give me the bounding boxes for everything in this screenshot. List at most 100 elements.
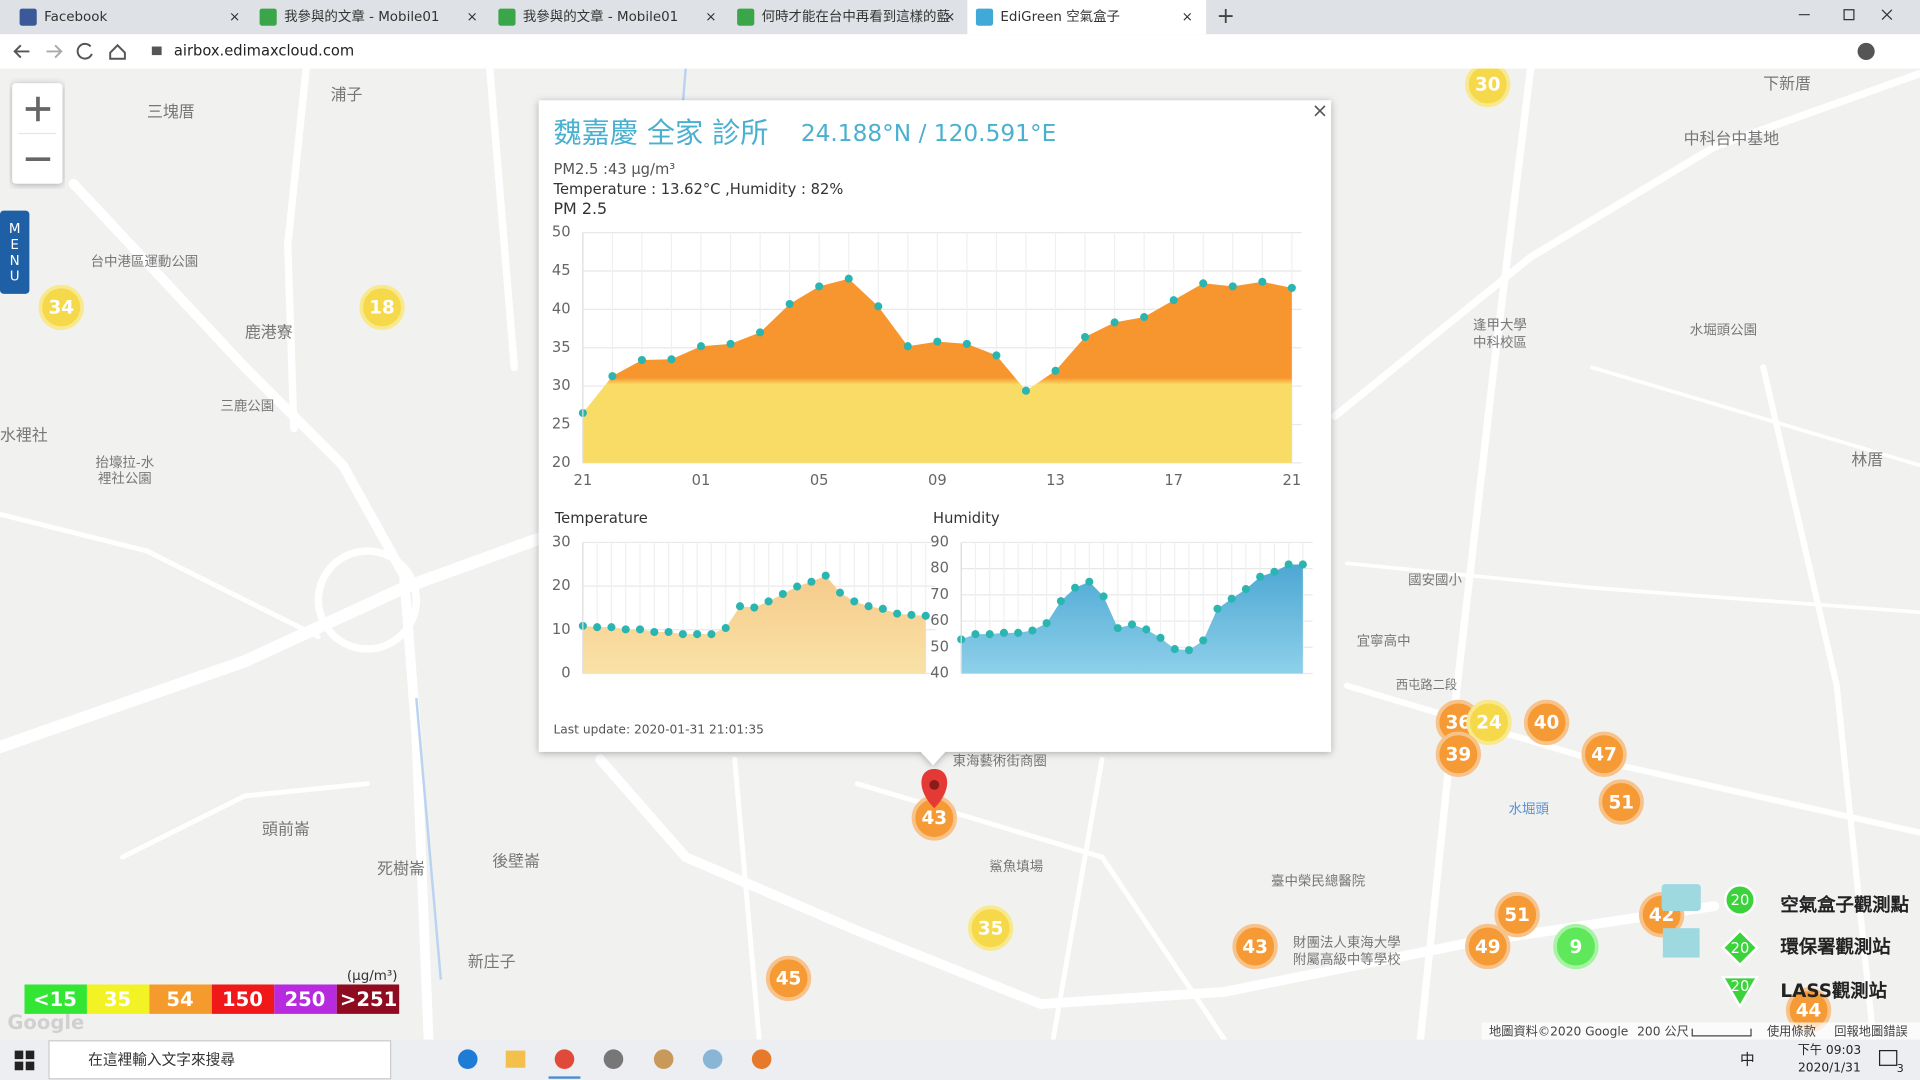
point <box>607 623 616 632</box>
point <box>1113 624 1122 633</box>
favicon <box>737 8 755 26</box>
marker-value: 51 <box>1504 905 1530 926</box>
marker-value: 35 <box>978 918 1004 939</box>
tab-title[interactable]: Facebook <box>44 10 107 25</box>
marker[interactable]: 34 <box>38 284 84 331</box>
point <box>664 627 673 637</box>
forward[interactable] <box>46 44 63 59</box>
y-tick-label: 50 <box>552 224 571 241</box>
scale-label: 35 <box>104 988 131 1011</box>
clock-time[interactable]: 下午 09:03 <box>1798 1043 1862 1057</box>
point <box>1156 633 1165 642</box>
place: 國安國小 <box>1408 572 1462 588</box>
marker[interactable]: 51 <box>1494 892 1540 938</box>
start[interactable] <box>14 1050 35 1071</box>
notifications[interactable] <box>1878 1050 1898 1066</box>
clock-date[interactable]: 2020/1/31 <box>1798 1060 1861 1074</box>
address[interactable]: airbox.edimaxcloud.com <box>174 42 354 59</box>
tab-title[interactable]: 何時才能在台中再看到這樣的藍 <box>762 8 950 25</box>
search-box[interactable] <box>48 1040 392 1080</box>
marker[interactable]: 39 <box>1435 731 1482 777</box>
marker-value: 36 <box>1446 713 1472 734</box>
menu-button[interactable]: M E N U <box>0 210 30 294</box>
point <box>874 302 883 311</box>
point <box>1287 283 1296 292</box>
point <box>903 342 912 351</box>
scale-label: 150 <box>222 988 263 1011</box>
window-controls[interactable] <box>1798 9 1893 21</box>
point <box>1110 318 1119 327</box>
y-tick-label: 35 <box>552 339 571 356</box>
point <box>1270 567 1279 576</box>
marker-value: 34 <box>48 298 74 319</box>
y-tick-label: 60 <box>930 612 949 629</box>
place: 頭前崙 <box>262 820 310 839</box>
marker[interactable]: 40 <box>1523 699 1570 746</box>
app-icon[interactable] <box>554 1049 575 1069</box>
marker[interactable]: 51 <box>1598 779 1644 825</box>
point <box>1241 585 1250 594</box>
tab-title[interactable]: EdiGreen 空氣盒子 <box>1000 8 1120 25</box>
chart-title: Temperature <box>554 510 648 527</box>
reload[interactable] <box>76 42 93 60</box>
point <box>1228 282 1237 291</box>
roads <box>0 64 1920 1045</box>
home[interactable] <box>109 43 126 60</box>
point <box>815 282 824 291</box>
tab-close[interactable]: × <box>705 10 716 25</box>
zoom-in[interactable] <box>25 96 51 122</box>
point <box>985 630 994 639</box>
marker[interactable]: 45 <box>765 955 812 1002</box>
tab-title[interactable]: 我參與的文章 - Mobile01 <box>284 8 439 25</box>
marker-value: 45 <box>776 969 802 990</box>
active-tab[interactable] <box>967 0 1207 35</box>
marker-value: 51 <box>1608 792 1634 813</box>
app-icon[interactable] <box>653 1049 674 1069</box>
marker[interactable]: 47 <box>1581 731 1627 777</box>
point <box>1213 604 1222 613</box>
profile[interactable] <box>1857 42 1875 60</box>
place: 三鹿公園 <box>220 398 274 415</box>
y-tick-label: 40 <box>930 664 949 681</box>
scale-label: 54 <box>166 988 193 1011</box>
place: 中科台中基地 <box>1684 129 1780 148</box>
footer-link[interactable]: 回報地圖錯誤 <box>1834 1024 1907 1039</box>
place: 後壁崙 <box>492 852 540 871</box>
point <box>778 589 787 599</box>
scale-bar <box>1691 1028 1752 1037</box>
footer-link[interactable]: 使用條款 <box>1767 1024 1816 1039</box>
app-icon[interactable] <box>457 1049 478 1069</box>
favicon <box>975 8 994 26</box>
marker[interactable]: 24 <box>1466 699 1512 746</box>
close-button[interactable]: × <box>1312 99 1328 122</box>
ime[interactable]: 中 <box>1740 1051 1755 1068</box>
tab-close[interactable]: × <box>229 10 240 25</box>
app-icon[interactable] <box>603 1049 624 1069</box>
scale-box <box>336 984 400 1014</box>
marker[interactable]: 18 <box>359 284 405 331</box>
tab-close[interactable]: × <box>467 10 478 25</box>
notification-count: 3 <box>1897 1062 1904 1075</box>
point <box>1199 279 1208 288</box>
new-tab[interactable]: + <box>1216 4 1234 29</box>
point <box>637 355 646 365</box>
point <box>1170 645 1179 654</box>
marker[interactable]: 43 <box>1232 923 1278 970</box>
marker[interactable]: 49 <box>1465 923 1511 970</box>
point <box>785 299 794 309</box>
back[interactable] <box>13 44 30 59</box>
tab-title[interactable]: 我參與的文章 - Mobile01 <box>523 8 678 25</box>
station-legend: 20 空氣盒子觀測點 20 環保署觀測站 20 LASS觀測站 <box>1661 884 1909 1009</box>
marker[interactable]: 35 <box>967 905 1014 951</box>
popup-title: 魏嘉慶 全家 診所 <box>553 117 768 150</box>
app-icon[interactable] <box>702 1049 723 1069</box>
tab-close[interactable]: × <box>944 10 955 25</box>
point <box>807 577 816 586</box>
app-icon[interactable] <box>751 1049 772 1069</box>
marker[interactable]: 9 <box>1553 923 1599 970</box>
y-tick-label: 80 <box>930 560 949 577</box>
point <box>608 372 617 381</box>
app-icon[interactable] <box>505 1050 526 1068</box>
marker[interactable]: 30 <box>1465 61 1511 108</box>
tab-close[interactable]: × <box>1182 10 1193 25</box>
